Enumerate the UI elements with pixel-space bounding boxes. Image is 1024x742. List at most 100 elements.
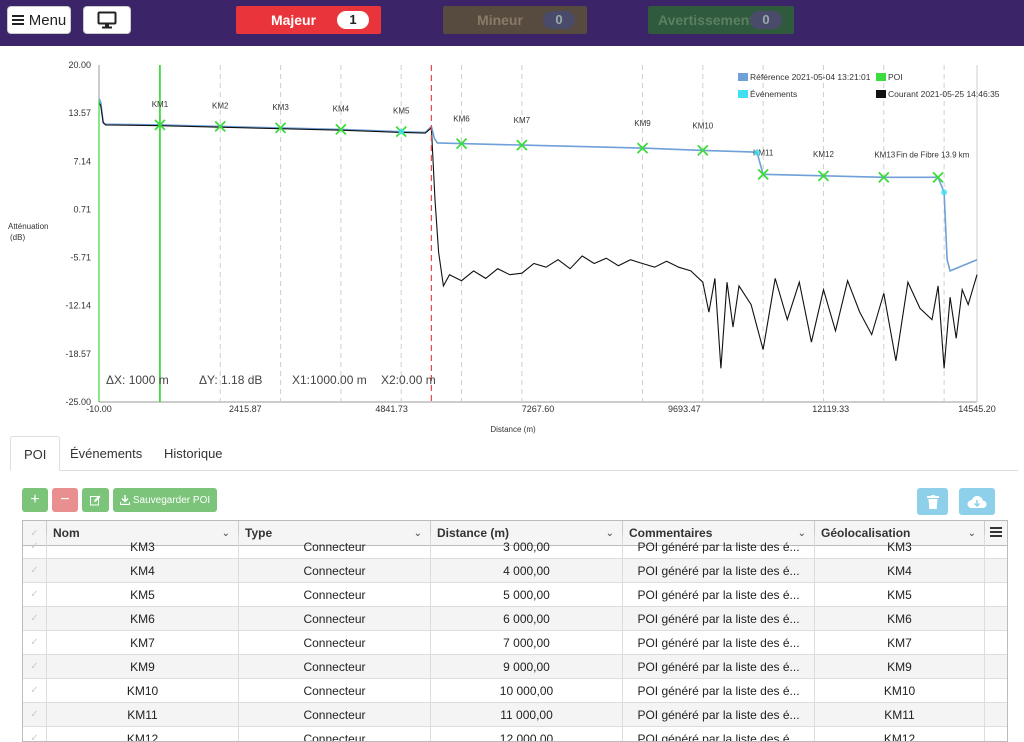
cell-type: Connecteur: [239, 679, 431, 703]
event-marker: [941, 189, 948, 196]
poi-label: KM7: [514, 116, 531, 125]
save-poi-label: Sauvegarder POI: [132, 494, 211, 506]
table-row[interactable]: ✓ KM3 Connecteur 3 000,00 POI généré par la …: [23, 535, 1007, 559]
x-tick-label: 9693.47: [668, 404, 701, 414]
save-poi-button[interactable]: Sauvegarder POI: [113, 488, 217, 512]
row-checkbox[interactable]: ✓: [23, 703, 47, 727]
cell-type: Connecteur: [239, 655, 431, 679]
cell-geolocalisation: KM4: [815, 559, 985, 583]
table-row[interactable]: ✓ KM4 Connecteur 4 000,00 POI généré par la …: [23, 559, 1007, 583]
chevron-down-icon[interactable]: ⌄: [967, 528, 976, 539]
alarm-warning-button[interactable]: Avertissement 0: [648, 6, 794, 34]
table-row[interactable]: ✓ KM9 Connecteur 9 000,00 POI généré par la …: [23, 655, 1007, 679]
tab-historique[interactable]: Historique: [164, 446, 223, 461]
tab-bar: POI Événements Historique: [10, 436, 1018, 471]
legend-label: Événements: [750, 89, 797, 99]
chevron-down-icon[interactable]: ⌄: [413, 528, 422, 539]
cell-commentaires: POI généré par la liste des é...: [623, 559, 815, 583]
col-header-distance[interactable]: Distance (m) ⌄: [431, 521, 623, 546]
cloud-upload-button[interactable]: [959, 488, 995, 515]
chevron-down-icon[interactable]: ⌄: [797, 528, 806, 539]
legend-label: POI: [888, 72, 903, 82]
row-checkbox[interactable]: ✓: [23, 607, 47, 631]
alarm-major-button[interactable]: Majeur 1: [236, 6, 381, 34]
monitor-button[interactable]: [83, 6, 131, 34]
chevron-down-icon[interactable]: ⌄: [605, 528, 614, 539]
x-axis: -10.00 2415.87 4841.73 7267.60 9693.47 12119.…: [86, 404, 996, 414]
delete-button[interactable]: [917, 488, 948, 515]
table-row[interactable]: ✓ KM6 Connecteur 6 000,00 POI généré par la …: [23, 607, 1007, 631]
cell-geolocalisation: KM12: [815, 727, 985, 741]
cell-type: Connecteur: [239, 727, 431, 741]
table-row[interactable]: ✓ KM7 Connecteur 7 000,00 POI généré par la …: [23, 631, 1007, 655]
col-header-commentaires[interactable]: Commentaires ⌄: [623, 521, 815, 546]
row-checkbox[interactable]: ✓: [23, 559, 47, 583]
row-checkbox[interactable]: ✓: [23, 655, 47, 679]
table-row[interactable]: ✓ KM12 Connecteur 12 000,00 POI généré par l…: [23, 727, 1007, 741]
menu-button[interactable]: Menu: [7, 6, 71, 34]
cell-distance: 5 000,00: [431, 583, 623, 607]
cell-distance: 3 000,00: [431, 535, 623, 559]
row-checkbox[interactable]: ✓: [23, 535, 47, 559]
poi-label: KM1: [152, 100, 169, 109]
col-header-geolocalisation[interactable]: Géolocalisation ⌄: [815, 521, 985, 546]
row-checkbox[interactable]: ✓: [23, 631, 47, 655]
alarm-minor-button[interactable]: Mineur 0: [443, 6, 587, 34]
column-menu-button[interactable]: [985, 521, 1007, 546]
x-axis-label: Distance (m): [490, 425, 536, 434]
alarm-minor-count: 0: [543, 11, 575, 29]
table-row[interactable]: ✓ KM11 Connecteur 11 000,00 POI généré par l…: [23, 703, 1007, 727]
reference-series: [98, 98, 978, 272]
x-tick-label: 7267.60: [522, 404, 555, 414]
col-header-commentaires-label: Commentaires: [629, 526, 713, 540]
y-tick-label: 0.71: [73, 204, 91, 214]
col-header-type[interactable]: Type ⌄: [239, 521, 431, 546]
poi-label: Fin de Fibre 13.9 km: [896, 150, 970, 159]
poi-marker: [455, 137, 468, 150]
cell-commentaires: POI généré par la liste des é...: [623, 655, 815, 679]
poi-label: KM5: [393, 107, 410, 116]
remove-poi-button[interactable]: −: [52, 488, 78, 512]
y-axis-label-line1: Atténuation: [8, 222, 48, 231]
poi-label: KM9: [634, 119, 651, 128]
cursors[interactable]: [98, 65, 432, 402]
cell-type: Connecteur: [239, 535, 431, 559]
chevron-down-icon[interactable]: ⌄: [221, 528, 230, 539]
poi-marker: [154, 119, 166, 131]
cell-nom: KM4: [47, 559, 239, 583]
table-row[interactable]: ✓ KM5 Connecteur 5 000,00 POI généré par la …: [23, 583, 1007, 607]
poi-label: KM4: [333, 104, 350, 113]
download-icon: [119, 495, 130, 505]
tab-poi[interactable]: POI: [10, 436, 61, 471]
row-checkbox[interactable]: ✓: [23, 679, 47, 703]
cell-commentaires: POI généré par la liste des é...: [623, 535, 815, 559]
plus-icon: +: [30, 491, 40, 508]
top-bar: Menu Majeur 1 Mineur 0 Avertissement 0: [0, 0, 1024, 46]
add-poi-button[interactable]: +: [22, 488, 48, 512]
row-checkbox[interactable]: ✓: [23, 583, 47, 607]
table-row[interactable]: ✓ KM10 Connecteur 10 000,00 POI généré par l…: [23, 679, 1007, 703]
otdr-trace-chart: 20.00 13.57 7.14 0.71 -5.71 -12.14 -18.57 -25.0…: [0, 46, 1024, 440]
y-tick-label: 13.57: [68, 108, 91, 118]
col-header-distance-label: Distance (m): [437, 526, 510, 540]
chart-svg[interactable]: 20.00 13.57 7.14 0.71 -5.71 -12.14 -18.57 -25.0…: [0, 46, 1024, 440]
tab-evenements[interactable]: Événements: [70, 446, 143, 461]
poi-marker: [516, 139, 528, 151]
delta-x-readout: ΔX: 1000 m: [106, 373, 169, 387]
x2-readout: X2:0.00 m: [381, 373, 436, 387]
trash-icon: [926, 494, 939, 509]
event-marker: [754, 149, 761, 156]
poi-label: KM6: [453, 115, 470, 124]
x-tick-label: 4841.73: [375, 404, 408, 414]
cell-type: Connecteur: [239, 631, 431, 655]
poi-marker: [274, 122, 287, 134]
select-all-checkbox[interactable]: ✓: [23, 521, 47, 546]
cell-nom: KM9: [47, 655, 239, 679]
cell-type: Connecteur: [239, 559, 431, 583]
cell-type: Connecteur: [239, 703, 431, 727]
col-header-nom[interactable]: Nom ⌄: [47, 521, 239, 546]
cell-nom: KM12: [47, 727, 239, 741]
edit-poi-button[interactable]: [82, 488, 109, 512]
row-checkbox[interactable]: ✓: [23, 727, 47, 741]
poi-label: KM13: [874, 150, 895, 159]
